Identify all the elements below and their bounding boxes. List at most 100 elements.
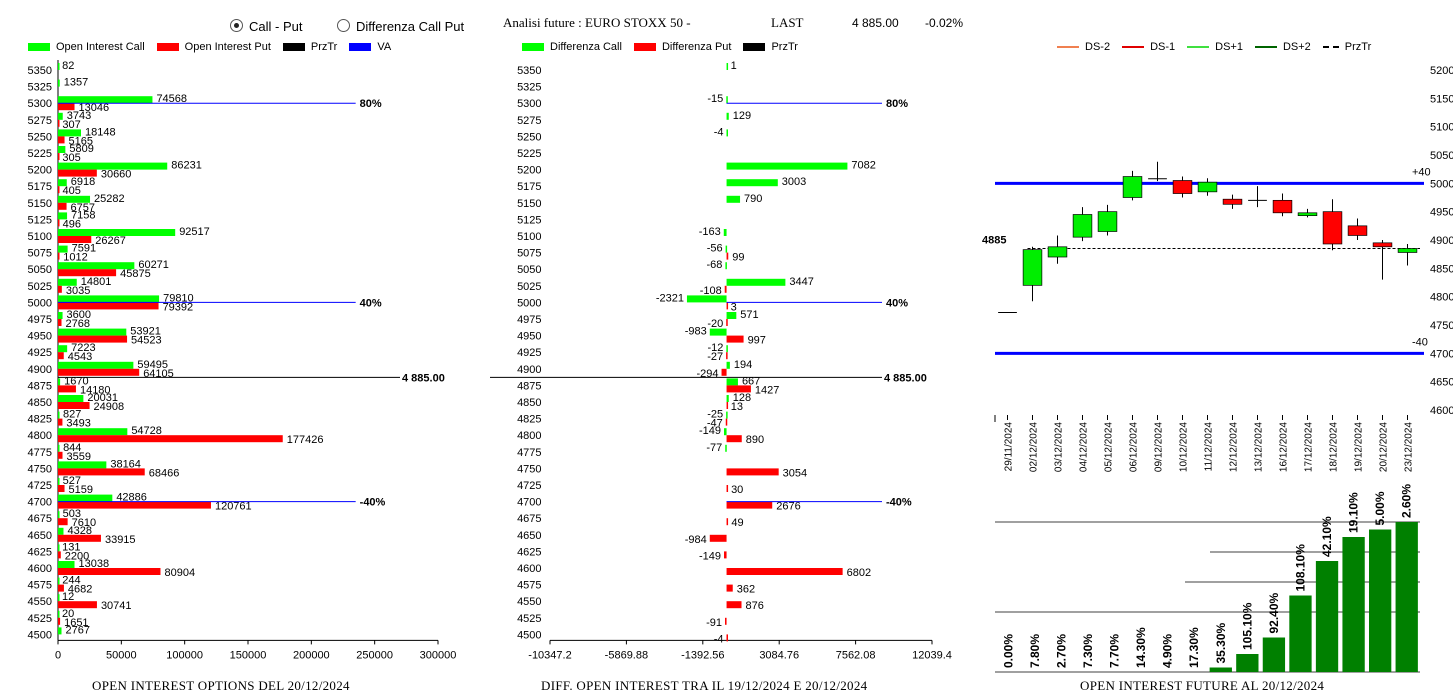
call-bar: [726, 63, 729, 70]
call-bar: [725, 262, 727, 270]
put-value-label: 6802: [847, 567, 871, 579]
legend-swatch: [282, 43, 305, 51]
oi-options-chart: 5350 5325 5300 5275 5250 5225 5200 5175 5150 5125…: [28, 60, 456, 661]
candle-down: [1347, 225, 1368, 236]
x-tick-label: 250000: [356, 649, 393, 661]
strike-label: 5000: [517, 297, 541, 309]
put-value-label: -4: [714, 633, 724, 645]
legend-label: Differenza Call: [550, 41, 622, 53]
date-label: 06/12/2024: [1129, 422, 1140, 472]
put-bar: [725, 418, 728, 426]
y-tick-label: 4900: [1430, 235, 1453, 247]
put-bar: [58, 302, 159, 310]
call-value-label: 667: [742, 375, 760, 387]
call-value-label: 131: [62, 541, 80, 553]
legend-diff: Differenza Call Differenza Put PrzTr: [522, 41, 810, 53]
last-label: LAST: [771, 15, 804, 30]
call-bar: [58, 328, 127, 336]
date-label: 09/12/2024: [1154, 422, 1165, 472]
future-oi-label: 17.30%: [1187, 627, 1201, 668]
put-bar: [58, 402, 90, 409]
date-label: 03/12/2024: [1054, 422, 1065, 472]
legend-swatch: [743, 43, 766, 51]
strike-label: 5300: [28, 98, 52, 110]
strike-label: 4700: [517, 497, 541, 509]
put-value-label: 49: [731, 517, 743, 529]
call-value-label: 79810: [163, 292, 194, 304]
call-value-label: 20: [62, 608, 74, 620]
call-value-label: 14801: [81, 276, 112, 288]
legend-item-ds-2: DS-2: [1057, 41, 1110, 53]
radio-unselected-icon[interactable]: [337, 19, 350, 32]
future-oi-bar: [1342, 537, 1365, 672]
call-bar: [58, 146, 66, 153]
put-bar: [726, 352, 728, 360]
candle-up: [1197, 181, 1218, 193]
call-value-label: 60271: [138, 259, 169, 271]
call-bar: [58, 511, 60, 519]
legend-item-diff-put: Differenza Put: [633, 41, 731, 53]
call-bar: [686, 295, 727, 303]
call-value-label: -163: [699, 226, 721, 238]
call-bar: [58, 179, 67, 187]
legend-candles: DS-2 DS-1 DS+1 DS+2 PrzTr: [1057, 41, 1383, 53]
call-value-label: 790: [744, 193, 762, 205]
legend-swatch: [1057, 46, 1079, 48]
call-value-label: 7082: [851, 160, 875, 172]
call-bar: [58, 610, 60, 618]
caption-oi: OPEN INTEREST OPTIONS DEL 20/12/2024: [92, 678, 350, 693]
y-tick-label: 4750: [1430, 320, 1453, 332]
radio-call-put[interactable]: Call - Put: [230, 19, 302, 34]
band-label: +40: [1412, 166, 1431, 178]
put-bar: [58, 568, 161, 575]
put-bar: [726, 501, 773, 509]
put-value-label: 362: [737, 584, 755, 596]
caption-diff: DIFF. OPEN INTEREST TRA IL 19/12/2024 E …: [541, 678, 868, 693]
put-value-label: -27: [707, 351, 723, 363]
put-bar: [58, 153, 60, 160]
strike-label: 4875: [28, 380, 52, 392]
call-bar: [58, 162, 168, 170]
call-value-label: 1670: [64, 375, 88, 387]
strike-label: 5300: [517, 98, 541, 110]
put-value-label: 405: [63, 185, 81, 197]
call-value-label: 2767: [66, 624, 90, 636]
call-bar: [726, 345, 728, 353]
strike-label: 4625: [28, 546, 52, 558]
strike-label: 4850: [28, 397, 52, 409]
put-value-label: 307: [62, 119, 80, 131]
legend-swatch: [349, 43, 372, 51]
call-value-label: 3600: [67, 309, 91, 321]
date-label: 02/12/2024: [1029, 422, 1040, 472]
x-tick-label: -1392.56: [681, 649, 724, 661]
call-bar: [58, 544, 60, 552]
call-bar: [58, 229, 176, 236]
call-value-label: 244: [62, 575, 80, 587]
strike-label: 4900: [517, 364, 541, 376]
put-bar: [721, 368, 727, 376]
put-value-label: 99: [732, 252, 744, 264]
strike-label: 4975: [517, 314, 541, 326]
future-oi-bar: [1395, 522, 1418, 672]
put-value-label: 33915: [105, 534, 136, 546]
candle-down: [1222, 198, 1243, 205]
radio-differenza[interactable]: Differenza Call Put: [337, 19, 464, 34]
x-tick-label: 50000: [106, 649, 137, 661]
radio-selected-icon[interactable]: [230, 19, 243, 32]
put-bar: [726, 335, 744, 343]
x-tick-label: -5869.88: [605, 649, 648, 661]
strike-label: 4700: [28, 497, 52, 509]
put-value-label: -984: [685, 534, 707, 546]
future-oi-bar: [1262, 637, 1286, 672]
put-bar: [58, 451, 63, 459]
put-bar: [58, 319, 62, 326]
call-value-label: 7591: [72, 243, 96, 255]
call-bar: [58, 594, 60, 602]
legend-label: DS+2: [1282, 41, 1311, 53]
put-bar: [58, 335, 128, 343]
put-bar: [58, 435, 283, 443]
future-oi-label: 5.00%: [1373, 491, 1387, 525]
put-bar: [724, 285, 727, 293]
strike-label: 4625: [517, 546, 541, 558]
legend-label: DS-1: [1150, 41, 1176, 53]
